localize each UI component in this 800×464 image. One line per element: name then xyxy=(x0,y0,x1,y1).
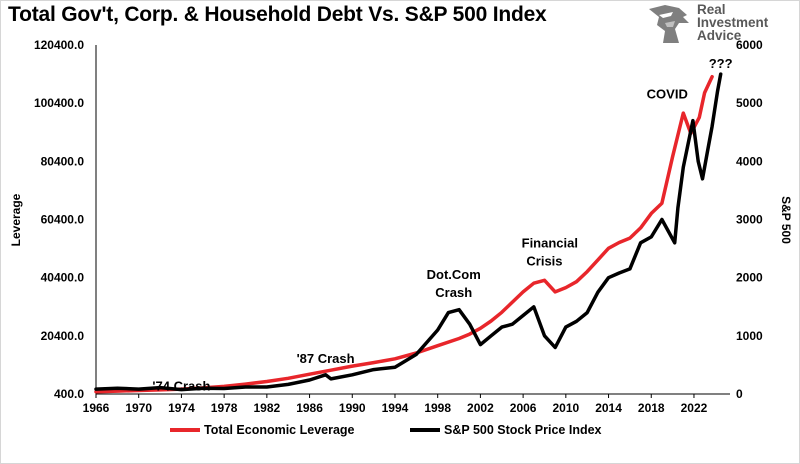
chart-annotation: Dot.Com xyxy=(427,267,481,282)
legend-label-sp500: S&P 500 Stock Price Index xyxy=(444,423,602,437)
sp500-series-line xyxy=(94,72,723,392)
x-tick-label: 1974 xyxy=(168,401,195,415)
left-tick-label: 100400.0 xyxy=(34,96,84,110)
logo-line-3: Advice xyxy=(697,28,742,43)
chart-title: Total Gov't, Corp. & Household Debt Vs. … xyxy=(8,3,547,26)
x-tick-label: 1966 xyxy=(83,401,110,415)
right-tick-label: 1000 xyxy=(736,329,763,343)
legend-label-leverage: Total Economic Leverage xyxy=(204,423,355,437)
left-tick-label: 80400.0 xyxy=(41,154,85,168)
right-axis-ticks: 0 1000 2000 3000 4000 5000 6000 xyxy=(736,38,763,401)
legend: Total Economic Leverage S&P 500 Stock Pr… xyxy=(170,423,630,441)
chart-annotation: '87 Crash xyxy=(297,351,355,366)
left-tick-label: 120400.0 xyxy=(34,38,84,52)
chart-annotation: Financial xyxy=(522,235,578,250)
logo-line-1: Real xyxy=(697,2,726,17)
x-tick-label: 2002 xyxy=(467,401,494,415)
x-axis-ticks: 1966 1970 1974 1978 1982 1986 1990 1994 1998 2002… xyxy=(83,394,708,415)
legend-item-sp500: S&P 500 Stock Price Index xyxy=(410,423,602,437)
x-tick-label: 2018 xyxy=(638,401,665,415)
x-tick-label: 1994 xyxy=(382,401,409,415)
x-tick-label: 1990 xyxy=(339,401,366,415)
x-tick-label: 1986 xyxy=(296,401,323,415)
x-tick-label: 1970 xyxy=(125,401,152,415)
chart-annotation: Crisis xyxy=(526,254,562,269)
left-axis-ticks: 400.0 20400.0 40400.0 60400.0 80400.0 100400.… xyxy=(34,38,84,401)
x-tick-label: 2014 xyxy=(595,401,622,415)
left-tick-label: 20400.0 xyxy=(41,329,85,343)
logo-line-2: Investment xyxy=(697,15,769,30)
chart-annotation: Crash xyxy=(435,285,472,300)
eagle-head-icon xyxy=(649,5,689,43)
right-tick-label: 2000 xyxy=(736,271,763,285)
right-axis-label: S&P 500 xyxy=(779,196,793,244)
brand-logo: Real Investment Advice xyxy=(645,3,795,45)
chart-series xyxy=(94,72,723,394)
x-tick-label: 1982 xyxy=(253,401,280,415)
right-tick-label: 4000 xyxy=(736,154,763,168)
left-tick-label: 400.0 xyxy=(54,387,84,401)
chart-annotation: '74 Crash xyxy=(152,379,210,394)
right-tick-label: 5000 xyxy=(736,96,763,110)
right-tick-label: 3000 xyxy=(736,213,763,227)
leverage-series-line xyxy=(94,74,714,394)
right-tick-label: 0 xyxy=(736,387,743,401)
legend-swatch-leverage xyxy=(170,428,200,432)
chart-annotation: COVID xyxy=(647,87,688,102)
left-tick-label: 40400.0 xyxy=(41,271,85,285)
chart-axes xyxy=(95,45,730,395)
right-tick-label: 6000 xyxy=(736,38,763,52)
chart-annotation: ??? xyxy=(709,56,733,71)
x-tick-label: 2010 xyxy=(552,401,579,415)
legend-item-leverage: Total Economic Leverage xyxy=(170,423,355,437)
x-tick-label: 1998 xyxy=(424,401,451,415)
left-axis-label: Leverage xyxy=(9,193,23,246)
x-tick-label: 1978 xyxy=(211,401,238,415)
left-tick-label: 60400.0 xyxy=(41,213,85,227)
legend-swatch-sp500 xyxy=(410,428,440,432)
chart-annotations: '74 Crash '87 Crash Dot.Com Crash Financial C… xyxy=(152,56,732,394)
x-tick-label: 2006 xyxy=(510,401,537,415)
x-tick-label: 2022 xyxy=(681,401,708,415)
